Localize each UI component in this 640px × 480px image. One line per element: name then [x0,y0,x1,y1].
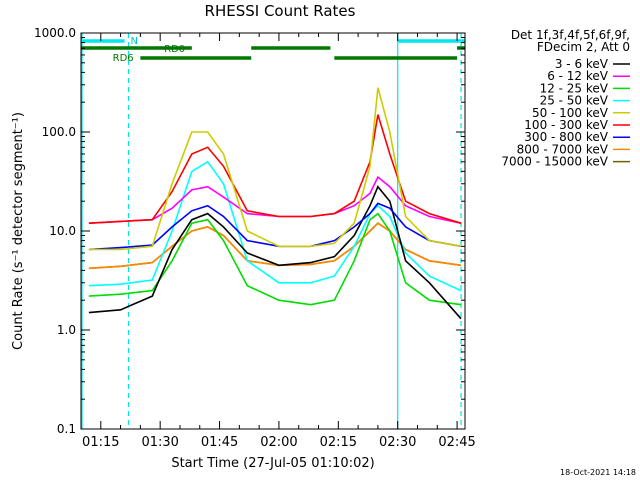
series-line [88,160,462,292]
series-line [88,222,462,270]
x-tick-label: 02:30 [379,435,416,450]
annotation-rd0: RD0 [164,44,185,55]
x-tick-label: 02:15 [320,435,357,450]
legend-label: 3 - 6 keV [555,57,609,71]
series-line [88,212,462,306]
legend-label: 300 - 800 keV [524,130,608,144]
series-line [88,114,462,224]
legend-label: 12 - 25 keV [540,81,609,95]
legend-label: 6 - 12 keV [547,69,609,83]
x-tick-label: 01:15 [82,435,119,450]
x-tick-label: 02:00 [260,435,297,450]
legend-label: 25 - 50 keV [540,94,609,108]
legend-header-1: Det 1f,3f,4f,5f,6f,9f, [511,28,630,42]
annotation-n: N [131,36,138,47]
x-tick-label: 01:30 [141,435,178,450]
legend-label: 100 - 300 keV [524,118,608,132]
annotation-rd6: RD6 [113,53,134,64]
series-line [88,87,462,251]
plot-frame [80,32,466,430]
x-axis-label: Start Time (27-Jul-05 01:10:02) [171,456,374,471]
y-axis-label: Count Rate (s⁻¹ detector segment⁻¹) [11,112,26,350]
legend-label: 7000 - 15000 keV [501,155,608,169]
footer-date: 18-Oct-2021 14:18 [560,468,636,477]
y-tick-label: 1000.0 [34,26,76,40]
y-tick-label: 10.0 [49,224,76,238]
y-tick-label: 1.0 [57,323,76,337]
legend-header-2: FDecim 2, Att 0 [537,40,630,54]
x-tick-label: 02:45 [438,435,475,450]
legend-label: 50 - 100 keV [532,106,609,120]
legend-label: 800 - 7000 keV [517,142,609,156]
y-tick-label: 100.0 [42,125,76,139]
y-tick-label: 0.1 [57,422,76,436]
x-tick-label: 01:45 [201,435,238,450]
chart-title: RHESSI Count Rates [205,2,356,20]
